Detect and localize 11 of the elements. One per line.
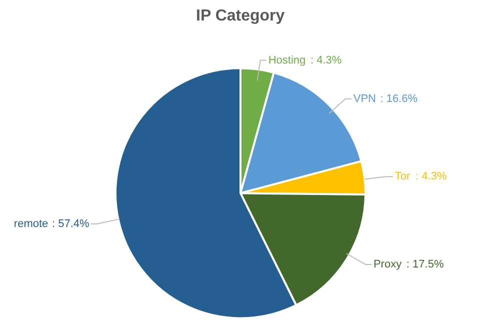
data-label: : 4.3%	[416, 170, 448, 183]
data-label: : 57.4%	[52, 218, 90, 230]
chart-title: IP Category	[196, 8, 285, 24]
slice-label: Proxy	[373, 258, 402, 270]
slice-label: Tor	[394, 170, 410, 183]
slice-label: VPN	[353, 92, 376, 105]
slice-label: Hosting	[268, 54, 306, 66]
slice-label: remote	[14, 218, 48, 230]
data-label: : 17.5%	[406, 258, 444, 270]
data-label: : 16.6%	[380, 92, 418, 105]
data-label: : 4.3%	[310, 54, 342, 66]
